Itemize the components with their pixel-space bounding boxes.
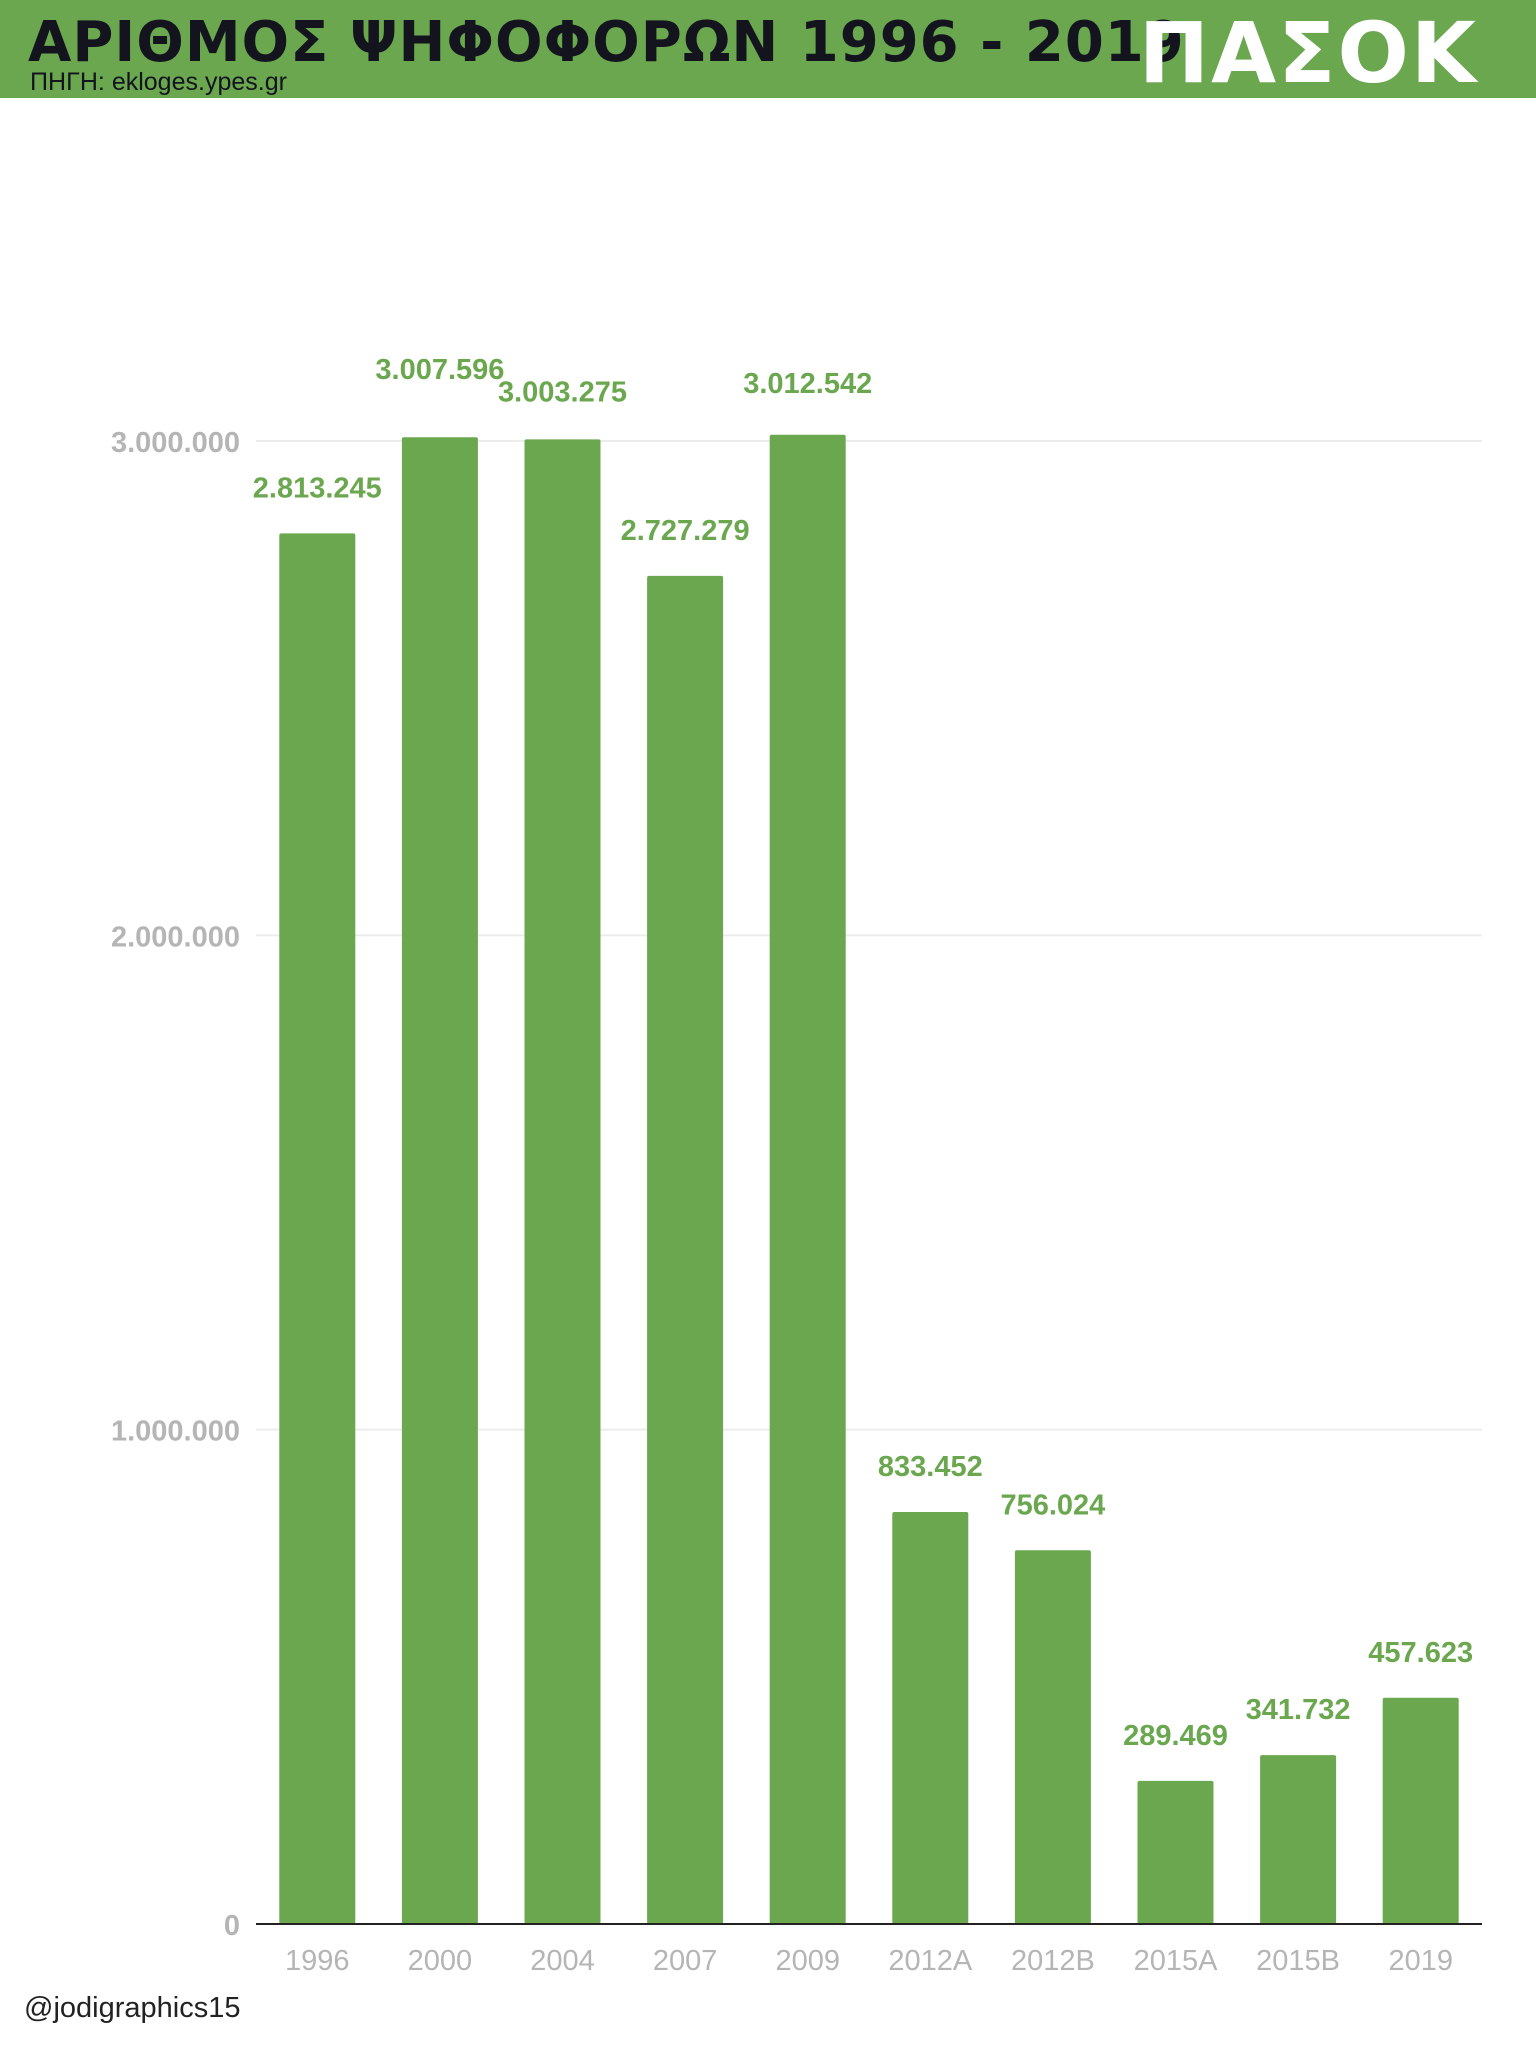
- party-name: ΠΑΣΟΚ: [1138, 4, 1478, 102]
- bar-chart: 0 1.000.000 2.000.000 3.000.000 2.813.245 199…: [0, 98, 1536, 2008]
- header-bar: ΑΡΙΘΜΟΣ ΨΗΦΟΦΟΡΩΝ 1996 - 2019 ΠΗΓΗ: eklo…: [0, 0, 1536, 102]
- x-tick-label-2015Β: 2015Β: [1256, 1945, 1340, 1977]
- bar-2015Β: [1260, 1755, 1337, 1924]
- x-tick-label-2012Β: 2012Β: [1011, 1945, 1095, 1977]
- bar-2004: [524, 439, 601, 1924]
- x-tick-label-2019: 2019: [1388, 1945, 1453, 1977]
- data-label-2007: 2.727.279: [621, 515, 750, 547]
- credit-watermark: @jodigraphics15: [24, 1992, 241, 2024]
- data-label-2004: 3.003.275: [498, 376, 627, 408]
- data-label-2000: 3.007.596: [375, 354, 504, 386]
- page-title: ΑΡΙΘΜΟΣ ΨΗΦΟΦΟΡΩΝ 1996 - 2019: [28, 10, 1185, 75]
- data-label-2019: 457.623: [1368, 1637, 1473, 1669]
- x-tick-label-2015Α: 2015Α: [1134, 1945, 1219, 1977]
- bar-2019: [1382, 1697, 1459, 1924]
- bar-2007: [647, 575, 724, 1924]
- bar-2000: [401, 437, 478, 1924]
- x-tick-label-2009: 2009: [775, 1945, 840, 1977]
- data-label-2015Β: 341.732: [1246, 1694, 1351, 1726]
- bar-1996: [279, 533, 356, 1924]
- data-label-2012Β: 756.024: [1000, 1489, 1105, 1521]
- y-tick-label-3: 3.000.000: [111, 427, 240, 459]
- data-label-2009: 3.012.542: [743, 368, 872, 400]
- x-tick-label-1996: 1996: [285, 1945, 350, 1977]
- bar-2015Α: [1137, 1780, 1214, 1924]
- y-tick-label-2: 2.000.000: [111, 921, 240, 953]
- bar-2012Β: [1014, 1550, 1091, 1924]
- y-tick-label-1: 1.000.000: [111, 1416, 240, 1448]
- x-tick-label-2012Α: 2012Α: [888, 1945, 973, 1977]
- data-label-2012Α: 833.452: [878, 1451, 983, 1483]
- data-label-1996: 2.813.245: [253, 472, 382, 504]
- chart-svg: 0 1.000.000 2.000.000 3.000.000 2.813.245 199…: [111, 354, 1482, 1977]
- data-label-2015Α: 289.469: [1123, 1720, 1228, 1752]
- x-tick-label-2004: 2004: [530, 1945, 595, 1977]
- y-tick-label-0: 0: [224, 1910, 240, 1942]
- x-tick-label-2007: 2007: [653, 1945, 718, 1977]
- x-tick-label-2000: 2000: [408, 1945, 473, 1977]
- bar-2012Α: [892, 1511, 969, 1924]
- source-note: ΠΗΓΗ: ekloges.ypes.gr: [30, 68, 287, 96]
- bar-2009: [769, 434, 846, 1925]
